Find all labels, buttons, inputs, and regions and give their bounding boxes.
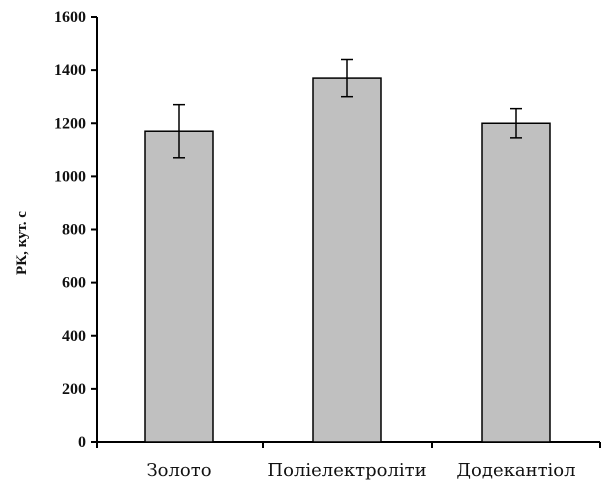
y-tick-label: 200 [62,381,86,398]
y-tick-label: 1400 [54,62,86,79]
y-axis-title: РК, кут. с [14,211,30,275]
error-bars [173,58,522,159]
y-tick-label: 1200 [54,115,86,132]
bar [144,130,214,443]
y-tick-label: 400 [62,328,86,345]
x-tick-label: Додекантіол [456,460,575,481]
bar [481,122,551,443]
x-tick-label: Золото [146,460,211,481]
bar [312,77,382,443]
y-tick-label: 1000 [54,168,86,185]
y-tick-label: 0 [78,434,86,451]
y-axis-title-group: РК, кут. с [14,211,30,275]
y-tick-label: 600 [62,275,86,292]
y-ticks: 0 200 400 600 800 1000 1200 1400 1600 [54,9,97,451]
y-tick-label: 1600 [54,9,86,26]
y-tick-label: 800 [62,222,86,239]
bars [144,77,551,443]
x-tick-label: Поліелектроліти [267,460,426,481]
x-tick-labels: Золото Поліелектроліти Додекантіол [146,460,575,481]
